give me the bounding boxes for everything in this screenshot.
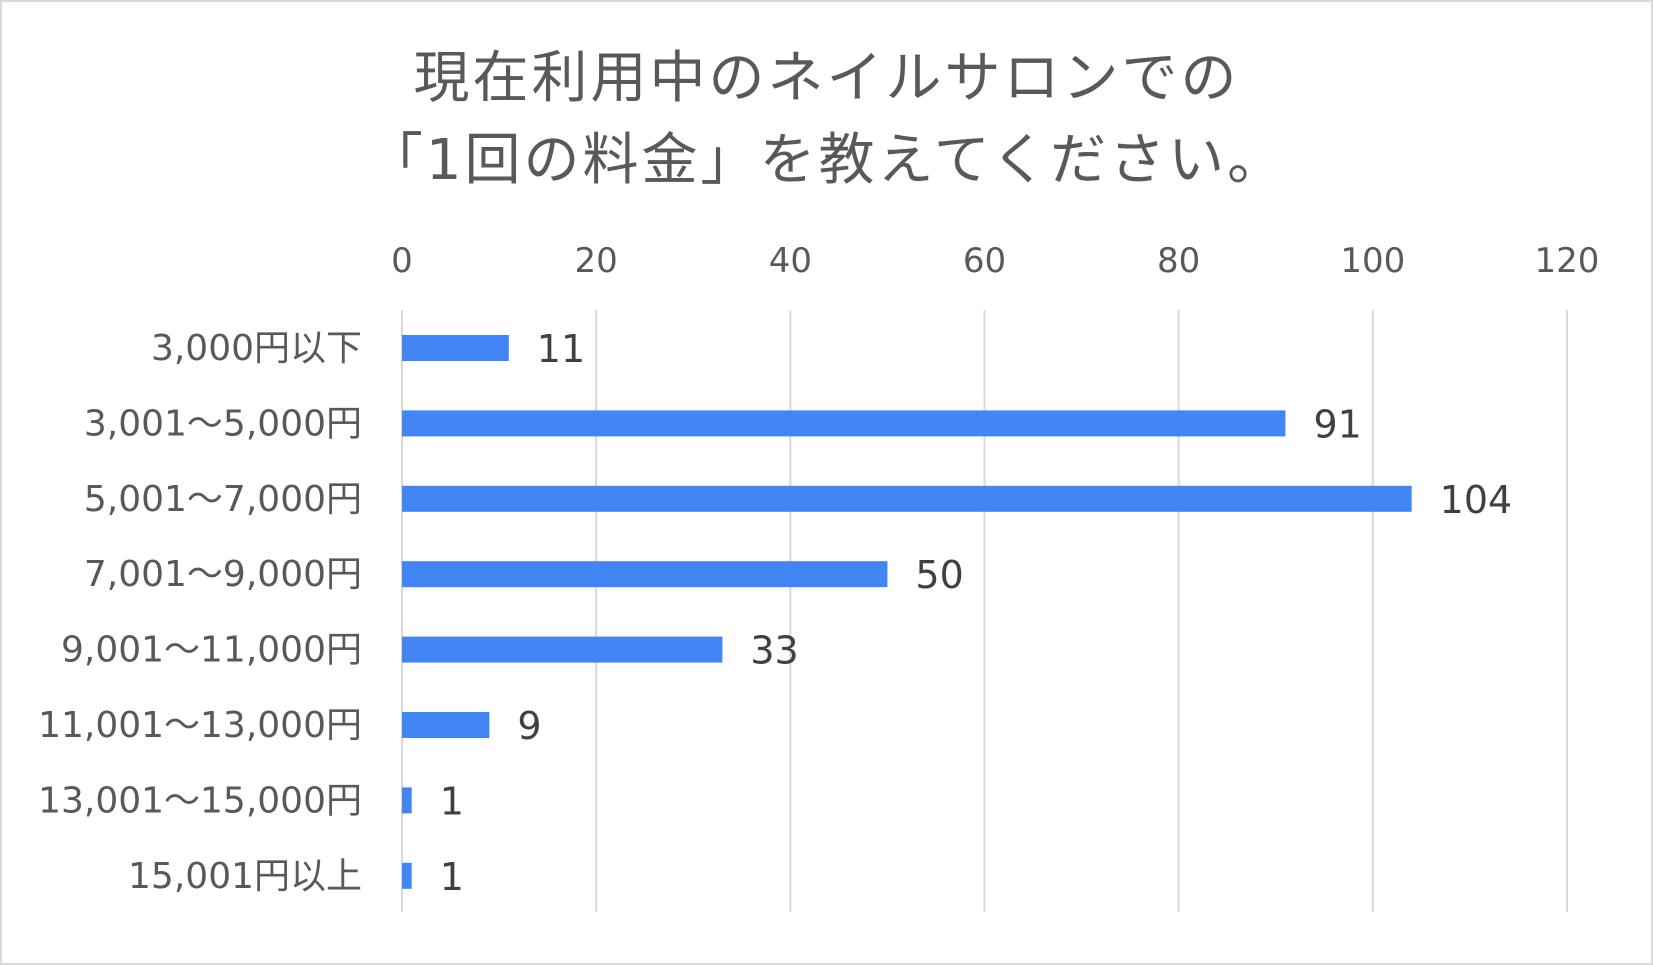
bar <box>402 787 412 814</box>
data-label: 50 <box>915 553 963 597</box>
data-label: 1 <box>440 779 464 823</box>
category-label: 15,001円以上 <box>128 856 362 897</box>
x-tick-label: 0 <box>391 241 413 281</box>
data-label: 104 <box>1440 478 1513 522</box>
chart-title-line-2: 「1回の料金」を教えてください。 <box>366 128 1287 193</box>
bar <box>402 335 509 361</box>
bar <box>402 410 1286 437</box>
x-tick-label: 20 <box>575 241 618 281</box>
bar <box>402 862 412 889</box>
data-label: 11 <box>537 327 585 371</box>
bars <box>402 335 1412 889</box>
x-axis-ticks: 0 20 40 60 80 100 120 <box>391 241 1599 281</box>
data-label: 33 <box>750 629 798 673</box>
category-label: 3,000円以下 <box>151 328 362 369</box>
data-label: 9 <box>517 704 541 748</box>
x-tick-label: 60 <box>963 241 1006 281</box>
x-tick-label: 120 <box>1535 241 1600 281</box>
category-label: 5,001～7,000円 <box>84 479 362 520</box>
bar <box>402 485 1412 512</box>
bar <box>402 712 490 738</box>
category-label: 9,001～11,000円 <box>61 630 362 671</box>
x-tick-label: 40 <box>769 241 812 281</box>
category-label: 7,001～9,000円 <box>84 554 362 595</box>
category-label: 11,001～13,000円 <box>38 705 362 746</box>
category-label: 13,001～15,000円 <box>38 780 362 821</box>
x-tick-label: 100 <box>1340 241 1405 281</box>
category-labels: 3,000円以下 3,001～5,000円 5,001～7,000円 7,001～9,… <box>38 328 362 897</box>
bar <box>402 561 888 588</box>
data-label: 1 <box>440 855 464 899</box>
chart-title-line-1: 現在利用中のネイルサロンでの <box>413 46 1240 111</box>
data-label: 91 <box>1313 402 1361 446</box>
gridlines <box>401 310 1568 912</box>
chart-title: 現在利用中のネイルサロンでの 「1回の料金」を教えてください。 <box>0 38 1653 202</box>
category-label: 3,001～5,000円 <box>84 403 362 444</box>
x-tick-label: 80 <box>1157 241 1200 281</box>
bar <box>402 636 723 663</box>
